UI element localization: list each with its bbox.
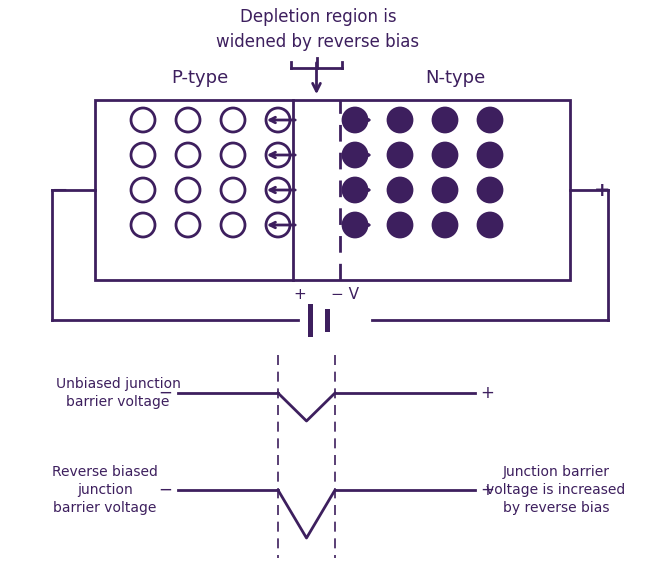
- Text: N-type: N-type: [425, 69, 485, 87]
- Circle shape: [343, 143, 367, 167]
- Bar: [95, 100, 570, 280]
- Circle shape: [176, 108, 200, 132]
- Circle shape: [266, 108, 290, 132]
- Circle shape: [221, 178, 245, 202]
- Circle shape: [131, 108, 155, 132]
- Circle shape: [343, 108, 367, 132]
- Circle shape: [478, 143, 502, 167]
- Circle shape: [433, 108, 457, 132]
- Circle shape: [388, 108, 412, 132]
- Text: −: −: [158, 481, 172, 499]
- Text: +: +: [480, 384, 494, 402]
- Circle shape: [176, 143, 200, 167]
- Circle shape: [266, 178, 290, 202]
- Text: P-type: P-type: [171, 69, 228, 87]
- Circle shape: [478, 213, 502, 237]
- Text: −: −: [52, 180, 68, 199]
- Text: Reverse biased
junction
barrier voltage: Reverse biased junction barrier voltage: [52, 465, 158, 516]
- Circle shape: [388, 143, 412, 167]
- Circle shape: [266, 213, 290, 237]
- Circle shape: [131, 178, 155, 202]
- Circle shape: [388, 213, 412, 237]
- Circle shape: [221, 143, 245, 167]
- Circle shape: [176, 213, 200, 237]
- Text: Unbiased junction
barrier voltage: Unbiased junction barrier voltage: [56, 377, 181, 409]
- Circle shape: [388, 178, 412, 202]
- Text: −: −: [158, 384, 172, 402]
- Circle shape: [478, 178, 502, 202]
- Circle shape: [131, 143, 155, 167]
- Text: +: +: [294, 287, 307, 302]
- Circle shape: [221, 213, 245, 237]
- Circle shape: [433, 178, 457, 202]
- Circle shape: [433, 143, 457, 167]
- Text: Junction barrier
voltage is increased
by reverse bias: Junction barrier voltage is increased by…: [487, 465, 626, 516]
- Circle shape: [176, 178, 200, 202]
- Circle shape: [343, 178, 367, 202]
- Circle shape: [343, 213, 367, 237]
- Circle shape: [131, 213, 155, 237]
- Circle shape: [221, 108, 245, 132]
- Circle shape: [478, 108, 502, 132]
- Text: − V: − V: [331, 287, 359, 302]
- Text: +: +: [594, 180, 610, 199]
- Text: +: +: [480, 481, 494, 499]
- Circle shape: [433, 213, 457, 237]
- Circle shape: [266, 143, 290, 167]
- Text: Depletion region is
widened by reverse bias: Depletion region is widened by reverse b…: [216, 8, 420, 51]
